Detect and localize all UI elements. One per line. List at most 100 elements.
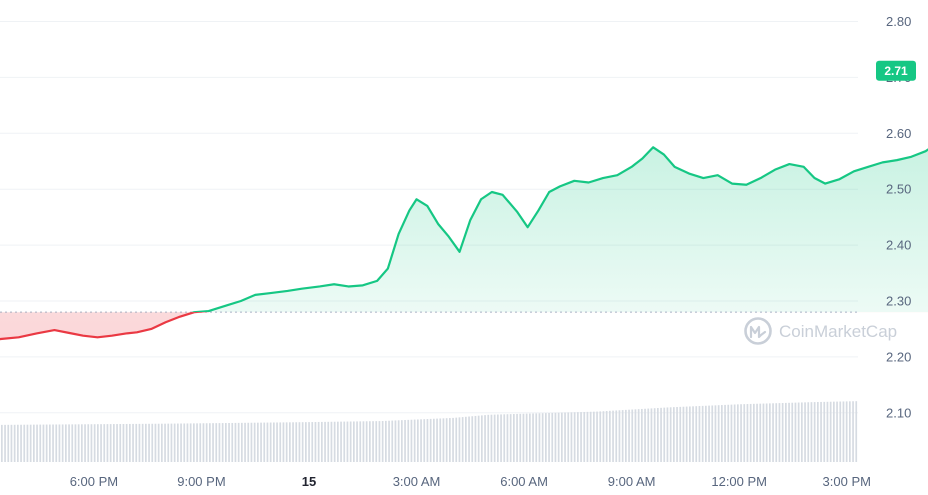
volume-bar bbox=[81, 424, 83, 462]
volume-bar bbox=[740, 404, 742, 462]
volume-bar bbox=[609, 410, 611, 462]
volume-bar bbox=[39, 424, 42, 462]
volume-bar bbox=[717, 405, 720, 462]
volume-bar bbox=[676, 407, 678, 462]
volume-bar bbox=[391, 420, 394, 462]
volume-bar bbox=[157, 423, 160, 462]
volume-bar bbox=[33, 424, 35, 462]
volume-bar bbox=[465, 416, 467, 462]
volume-bar bbox=[829, 401, 832, 462]
volume-bar bbox=[285, 422, 288, 462]
volume-bar bbox=[698, 406, 701, 462]
volume-bar bbox=[276, 422, 278, 462]
volume-bar bbox=[404, 420, 406, 462]
volume-bar bbox=[567, 412, 570, 462]
volume-bar bbox=[823, 401, 826, 462]
volume-bar bbox=[551, 412, 554, 462]
volume-bar bbox=[685, 406, 688, 462]
volume-bar bbox=[177, 423, 179, 462]
volume-bar bbox=[647, 408, 650, 462]
volume-bar bbox=[855, 401, 858, 462]
volume-bar bbox=[151, 423, 154, 462]
volume-bar bbox=[506, 414, 509, 462]
volume-bar bbox=[132, 423, 134, 462]
volume-bar bbox=[778, 403, 781, 462]
volume-bar bbox=[212, 423, 214, 462]
volume-bar bbox=[100, 424, 102, 462]
volume-bar bbox=[289, 422, 291, 462]
volume-bar bbox=[548, 412, 550, 462]
volume-bar bbox=[765, 403, 768, 462]
volume-bar bbox=[87, 424, 90, 462]
volume-bar bbox=[55, 424, 58, 462]
volume-bar bbox=[836, 401, 838, 462]
volume-bar bbox=[279, 422, 282, 462]
volume-bar bbox=[804, 402, 806, 462]
volume-bar bbox=[1, 424, 3, 462]
volume-bar bbox=[538, 413, 541, 462]
volume-bar bbox=[154, 423, 157, 462]
volume-bar bbox=[199, 423, 202, 462]
volume-bar bbox=[365, 421, 368, 462]
volume-bar bbox=[788, 402, 790, 462]
volume-bar bbox=[215, 423, 218, 462]
volume-bar bbox=[650, 408, 653, 462]
volume-bar bbox=[477, 415, 480, 462]
volume-bar bbox=[439, 418, 442, 462]
volume-bar bbox=[77, 424, 80, 462]
volume-bar bbox=[529, 413, 531, 462]
volume-bar bbox=[500, 414, 502, 462]
volume-bar bbox=[84, 424, 86, 462]
y-tick-label: 2.30 bbox=[886, 294, 911, 309]
volume-bar bbox=[17, 424, 19, 462]
y-tick-label: 2.60 bbox=[886, 126, 911, 141]
volume-bar bbox=[164, 423, 166, 462]
y-tick-label: 2.20 bbox=[886, 349, 911, 364]
volume-bar bbox=[641, 408, 643, 462]
volume-bar bbox=[826, 401, 829, 462]
x-tick-label: 6:00 AM bbox=[500, 474, 548, 489]
volume-bar bbox=[449, 418, 451, 462]
volume-bar bbox=[775, 403, 778, 462]
volume-bar bbox=[93, 424, 96, 462]
volume-bar bbox=[116, 424, 118, 462]
volume-bar bbox=[340, 421, 342, 462]
volume-bar bbox=[145, 423, 147, 462]
volume-bar bbox=[148, 423, 150, 462]
volume-bar bbox=[205, 423, 208, 462]
volume-bar bbox=[749, 403, 752, 462]
volume-bar bbox=[189, 423, 192, 462]
volume-bar bbox=[605, 411, 608, 462]
volume-bar bbox=[106, 424, 109, 462]
volume-bar bbox=[730, 404, 733, 462]
volume-bar bbox=[461, 417, 464, 462]
y-tick-label: 2.50 bbox=[886, 182, 911, 197]
volume-bar bbox=[186, 423, 189, 462]
volume-bar bbox=[321, 421, 323, 462]
volume-bar bbox=[420, 419, 422, 462]
volume-bar bbox=[852, 401, 854, 462]
volume-bar bbox=[714, 405, 717, 462]
volume-bar bbox=[180, 423, 182, 462]
current-price-badge: 2.71 bbox=[876, 60, 916, 81]
volume-bar bbox=[452, 417, 454, 462]
x-tick-label: 12:00 PM bbox=[711, 474, 767, 489]
volume-bar bbox=[282, 422, 285, 462]
volume-bar bbox=[20, 424, 22, 462]
volume-bar bbox=[237, 422, 240, 462]
volume-bar bbox=[772, 403, 774, 462]
volume-bar bbox=[141, 423, 144, 462]
volume-bar bbox=[721, 405, 723, 462]
volume-bar bbox=[637, 409, 640, 462]
x-tick-label: 3:00 PM bbox=[823, 474, 871, 489]
volume-bar bbox=[257, 422, 259, 462]
volume-bar bbox=[202, 423, 205, 462]
volume-bar bbox=[193, 423, 195, 462]
volume-bar bbox=[138, 423, 141, 462]
volume-bar bbox=[621, 410, 624, 462]
price-area bbox=[0, 147, 928, 340]
volume-bar bbox=[13, 424, 16, 462]
volume-bar bbox=[759, 403, 762, 462]
volume-bar bbox=[362, 421, 365, 462]
y-tick-label: 2.40 bbox=[886, 238, 911, 253]
